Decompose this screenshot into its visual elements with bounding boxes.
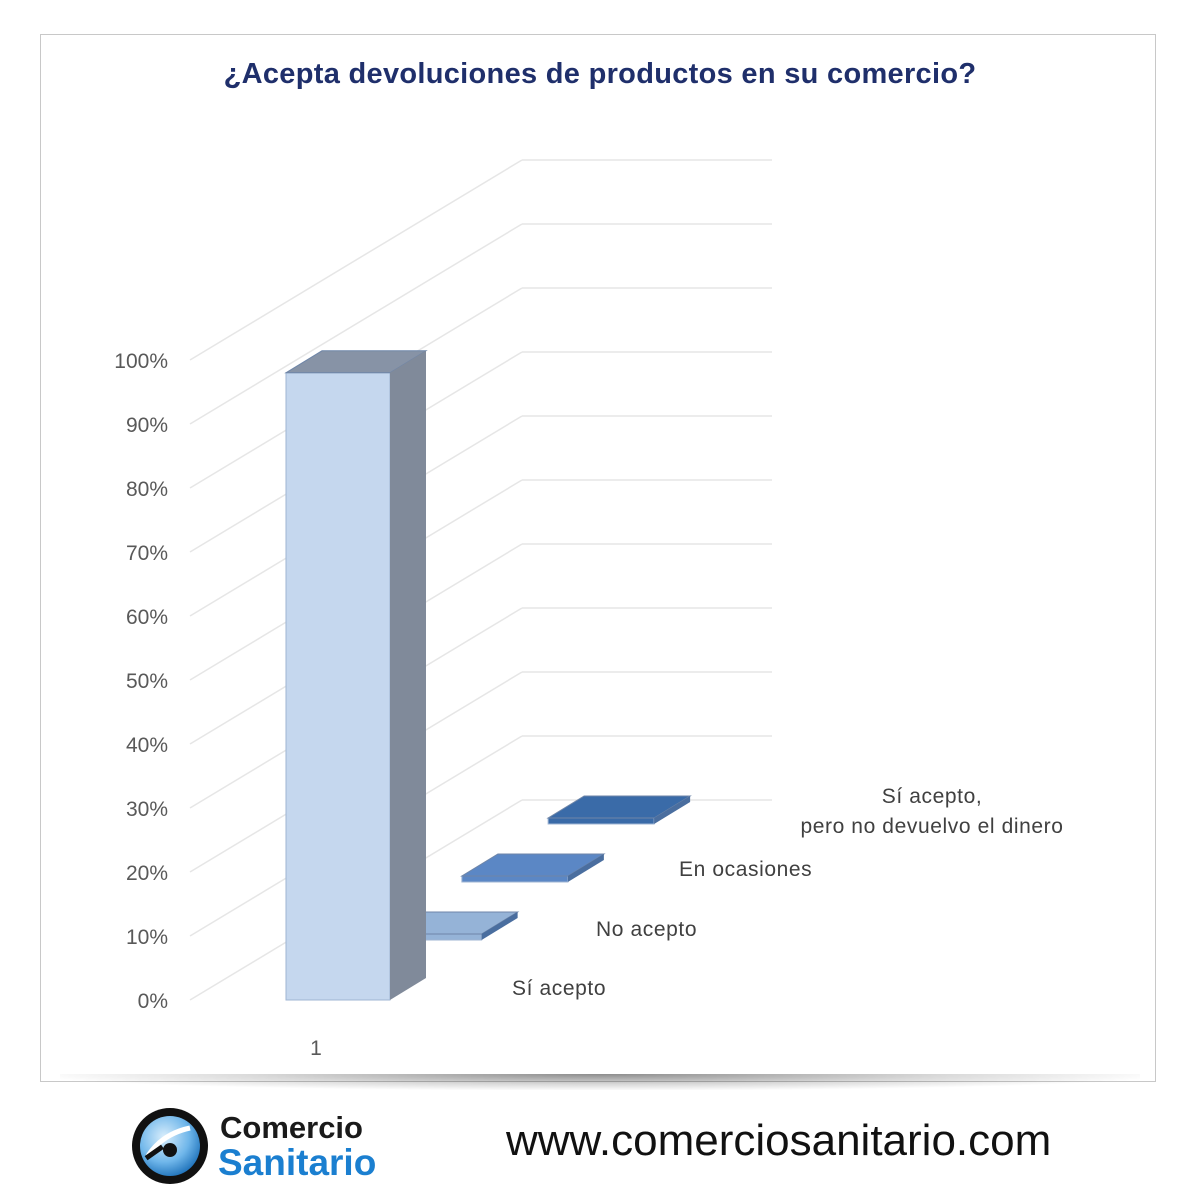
bar-front-1 [285, 372, 391, 1001]
chart-title: ¿Acepta devoluciones de productos en su … [223, 58, 977, 90]
footer: Comercio Sanitario www.comerciosanitario… [0, 1090, 1200, 1200]
gridline-depth [189, 223, 523, 425]
chart-card [40, 34, 1156, 1082]
bar-side-1 [390, 350, 426, 1000]
gridline-depth [189, 159, 523, 361]
y-tick-label: 90% [126, 414, 168, 437]
series-label-4: Sí acepto, pero no devuelvo el dinero [800, 785, 1063, 838]
series-label-2: No acepto [596, 918, 697, 941]
y-tick-label: 50% [126, 670, 168, 693]
y-tick-label: 60% [126, 606, 168, 629]
logo-emblem-icon [132, 1108, 208, 1184]
y-tick-label: 80% [126, 478, 168, 501]
y-tick-label: 10% [126, 926, 168, 949]
bar-side-3 [567, 854, 604, 882]
series-label-3: En ocasiones [679, 858, 812, 881]
comercio-sanitario-logo: Comercio Sanitario [128, 1104, 408, 1184]
bar-front-3 [461, 875, 569, 883]
x-category-label: 1 [310, 1037, 322, 1060]
logo-word-sanitario: Sanitario [218, 1142, 377, 1183]
chart-plot: 0% 10% 20% 30% 40% 50% 60% 70% 80% 90% 100% Sí acep… [114, 159, 1063, 1060]
bar-front-4 [547, 817, 655, 825]
y-tick-label: 100% [114, 350, 168, 373]
site-url[interactable]: www.comerciosanitario.com [506, 1116, 1052, 1165]
y-tick-label: 0% [138, 990, 168, 1013]
bar-side-2 [481, 912, 518, 940]
logo-word-comercio: Comercio [220, 1110, 363, 1145]
y-tick-label: 30% [126, 798, 168, 821]
card-shadow [60, 1074, 1140, 1090]
bar-side-4 [654, 796, 691, 824]
y-tick-label: 20% [126, 862, 168, 885]
y-tick-label: 70% [126, 542, 168, 565]
y-tick-label: 40% [126, 734, 168, 757]
series-label-1: Sí acepto [512, 977, 606, 1000]
